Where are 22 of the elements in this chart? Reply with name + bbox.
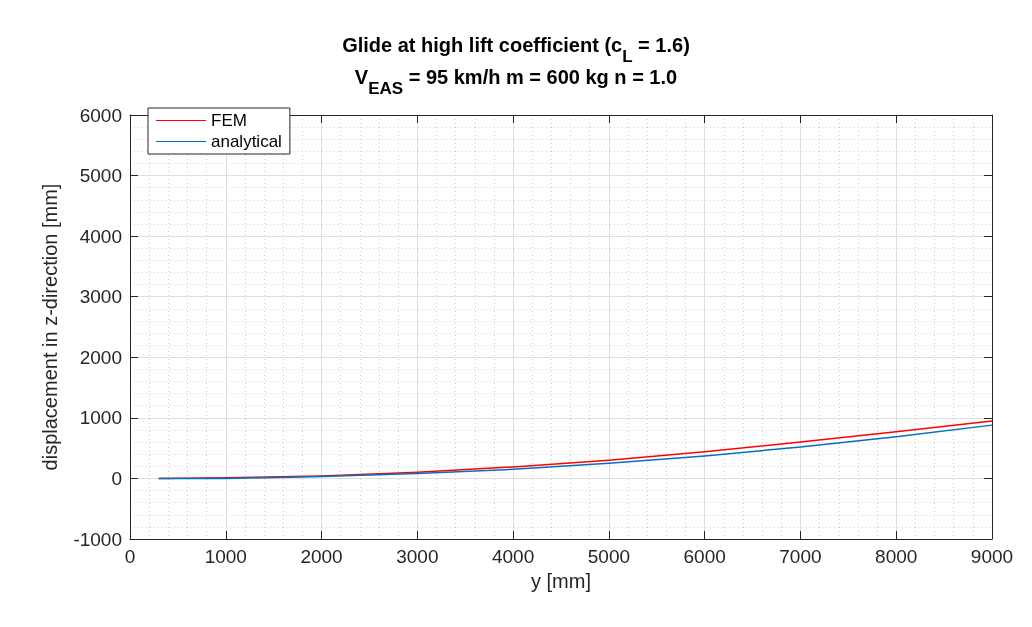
y-tick-label: 5000 xyxy=(79,165,122,187)
x-tick-label: 0 xyxy=(124,546,136,567)
x-tick-label: 7000 xyxy=(779,546,822,567)
y-tick-label: 0 xyxy=(111,467,122,489)
x-tick-label: 4000 xyxy=(491,546,535,567)
x-tick-label: 8000 xyxy=(875,546,918,567)
x-tick-label: 6000 xyxy=(683,546,726,567)
y-tick-label: 6000 xyxy=(79,104,122,126)
y-tick-label: 4000 xyxy=(79,225,122,247)
y-tick-label: 3000 xyxy=(79,286,122,308)
x-tick-label: 9000 xyxy=(970,546,1014,567)
x-tick-label: 2000 xyxy=(300,546,343,567)
y-tick-label: 2000 xyxy=(79,346,122,368)
legend-label: FEM xyxy=(211,111,247,130)
x-tick-label: 1000 xyxy=(204,546,247,567)
x-tick-label: 3000 xyxy=(396,546,439,567)
x-axis-title: y [mm] xyxy=(531,570,591,592)
y-tick-label: -1000 xyxy=(73,528,122,550)
x-tick-label: 5000 xyxy=(587,546,631,567)
y-axis-title: displacement in z-direction [mm] xyxy=(39,183,61,471)
legend-label: analytical xyxy=(211,132,282,151)
y-tick-label: 1000 xyxy=(79,407,122,429)
